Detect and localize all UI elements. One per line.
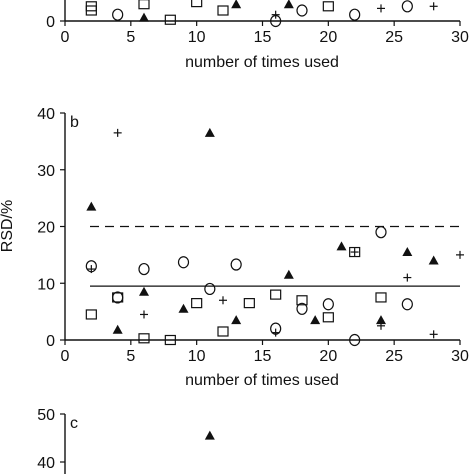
panel-a-x-tick-label: 0 [61,29,70,46]
panel-b-triangle-point [336,241,347,251]
panel-a-square-point [138,0,150,10]
panel-a-triangle-point [231,0,242,9]
panel-b-square-point [164,334,176,346]
panel-b-circle-point [296,302,308,315]
panel-b-x-tick-label: 10 [188,348,206,365]
panel-b-triangle-point [310,315,321,325]
panel-b-plus-point [219,296,227,305]
panel-a-plus-point [377,4,385,13]
panel-b-triangle-point [283,269,294,279]
panel-c-ticks: 40 50 [37,407,65,472]
panel-b-plus-point [456,250,464,259]
panel-b-triangle-point [112,324,123,334]
panel-b-triangle-point [178,303,189,313]
panel-b-circle-point [349,333,361,347]
panel-b-square-point [296,295,308,306]
panel-a-x-tick-label: 20 [319,29,337,46]
panel-b-marks [85,127,464,347]
panel-b-x-tick-label: 30 [451,348,469,365]
panel-b-triangle-point [376,315,386,325]
panel-b-square-point [243,298,255,309]
panel-b-y-axis-label: RSD/% [0,200,16,252]
panel-b-circle-point [138,262,150,276]
panel-b-y-tick-label: 10 [37,276,55,293]
panel-a-circle-point [349,8,361,21]
panel-b-label: b [70,114,79,131]
panel-a-circle-point [112,8,124,21]
panel-b-x-axis-label: number of times used [185,372,339,389]
panel-b-x-tick-label: 5 [126,348,135,365]
panel-a-y-tick-label: 0 [46,14,55,31]
panel-a-square-point [164,14,176,25]
panel-b-x-tick-label: 20 [319,348,337,365]
panel-b-plus-point [429,330,438,339]
panel-a-x-axis-label: number of times used [185,54,339,71]
panel-c: 40 50 c [37,407,215,474]
panel-b-ticks: 0 5 10 15 20 25 30 0 10 20 30 40 [37,106,469,365]
panel-a-plus-point [271,10,280,19]
panel-a-circle-point [401,0,413,13]
panel-b-triangle-point [204,127,215,137]
panel-b-circle-point [375,226,387,239]
panel-a-marks [85,0,438,28]
panel-a-square-point [85,1,97,12]
panel-b: 0 5 10 15 20 25 30 0 10 20 30 40 b number of times … [0,106,469,389]
panel-b-plus-point [271,328,280,337]
panel-b-x-tick-label: 0 [61,348,70,365]
panel-b-square-point [217,326,229,337]
panel-a: 0 5 10 15 20 25 30 0 number of times used [46,0,469,71]
panel-b-square-point [375,292,387,303]
panel-b-square-point [85,309,97,320]
panel-b-circle-point [177,256,190,269]
panel-b-square-point [270,289,282,300]
panel-a-square-point [191,0,203,8]
panel-b-y-tick-label: 30 [37,163,55,180]
panel-a-square-point [322,1,334,12]
panel-b-y-tick-label: 20 [37,220,55,237]
panel-b-plus-point [350,248,359,257]
panel-b-plus-point [113,128,122,137]
panel-b-circle-point [204,282,216,296]
panel-b-square-point [349,246,361,258]
panel-b-x-tick-label: 25 [385,348,403,365]
panel-b-circle-point [230,258,242,271]
panel-a-triangle-point [283,0,294,9]
panel-b-circle-point [401,298,413,311]
panel-b-triangle-point [402,247,413,257]
panel-a-circle-point [296,4,308,17]
panel-c-y-tick-label: 50 [37,407,55,424]
panel-b-plus-point [403,273,412,282]
panel-b-square-point [138,333,150,344]
panel-c-y-tick-label: 40 [37,455,55,472]
panel-a-square-point [217,5,229,16]
panel-b-plus-point [140,310,148,319]
panel-b-triangle-point [139,286,149,296]
panel-c-marks [204,430,215,440]
panel-b-plus-point [377,321,385,330]
panel-b-triangle-point [86,201,97,211]
panel-b-y-tick-label: 40 [37,106,55,123]
panel-b-square-point [322,312,334,323]
panel-a-x-tick-label: 30 [451,29,469,46]
panel-b-x-tick-label: 15 [254,348,272,365]
panel-a-x-tick-label: 25 [385,29,403,46]
panel-b-circle-point [322,298,334,311]
panel-b-square-point [191,298,203,309]
panel-a-x-tick-label: 5 [126,29,135,46]
panel-b-reference-lines [90,225,460,287]
panel-b-plus-point [87,265,96,274]
panel-c-triangle-point [204,430,215,440]
panel-b-triangle-point [428,255,439,265]
panel-a-x-tick-label: 15 [254,29,272,46]
panel-a-ticks: 0 5 10 15 20 25 30 0 [46,14,469,46]
panel-a-plus-point [429,2,438,11]
panel-a-triangle-point [139,12,149,22]
panel-b-circle-point [112,291,124,304]
panel-b-y-tick-label: 0 [46,333,55,350]
panel-b-triangle-point [231,315,242,325]
panel-c-label: c [70,415,78,432]
panel-a-x-tick-label: 10 [188,29,206,46]
